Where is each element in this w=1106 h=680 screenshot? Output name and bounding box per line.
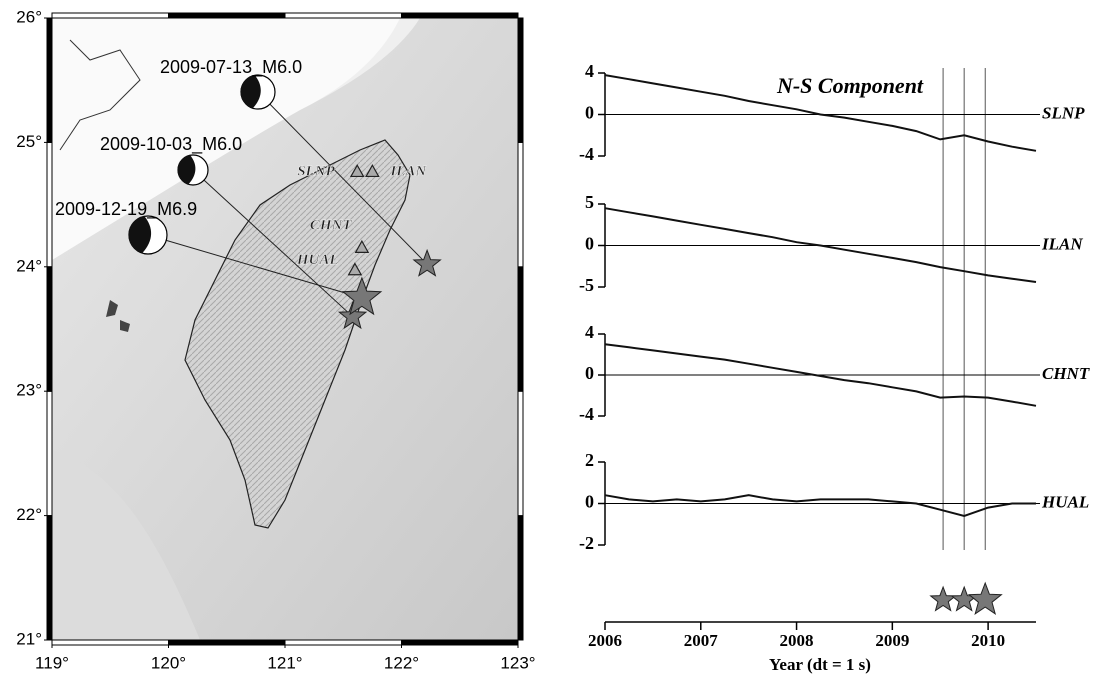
y-tick-label: -2 — [579, 533, 594, 553]
y-tick-label: 0 — [585, 492, 594, 512]
y-tick-label: 4 — [585, 61, 594, 81]
station — [354, 239, 370, 253]
connector — [147, 234, 363, 299]
x-tick-label: 2007 — [684, 631, 719, 650]
beachball-quadrant — [240, 75, 261, 109]
x-tick-label: 123° — [500, 653, 535, 672]
station — [349, 164, 365, 178]
epicenter — [337, 301, 368, 330]
frame-bar — [46, 17, 53, 143]
series-line — [604, 343, 1037, 407]
y-tick-label: 23° — [16, 381, 42, 400]
series-label: SLNP — [1042, 103, 1085, 122]
frame-bar — [284, 639, 402, 646]
y-tick-label: 26° — [16, 7, 42, 26]
frame-bar — [517, 141, 524, 268]
x-tick-label: 2006 — [588, 631, 622, 650]
map-background — [52, 18, 518, 640]
series-label: CHNT — [1042, 364, 1090, 383]
x-tick-label: 2009 — [875, 631, 909, 650]
connector — [257, 91, 428, 265]
event-star — [967, 581, 1003, 615]
y-tick-label: 0 — [585, 363, 594, 383]
y-tick-label: -4 — [579, 404, 594, 424]
y-tick-label: 21° — [16, 629, 42, 648]
x-tick-label: 120° — [151, 653, 186, 672]
station — [347, 262, 363, 276]
series-line — [604, 74, 1037, 152]
series-line — [604, 207, 1037, 283]
series-label: ILAN — [1041, 234, 1083, 253]
event-star — [950, 585, 978, 612]
series-label: HUAL — [1041, 492, 1089, 511]
epicenter — [341, 276, 383, 316]
connector — [192, 169, 353, 317]
event-star — [929, 585, 957, 612]
y-tick-label: 25° — [16, 132, 42, 151]
frame-bar — [168, 12, 286, 19]
frame-bar — [46, 266, 53, 392]
y-tick-label: 0 — [585, 103, 594, 123]
x-tick-label: 122° — [384, 653, 419, 672]
beachball-quadrant — [128, 216, 152, 254]
frame-bar — [51, 12, 169, 19]
frame-bar — [168, 639, 286, 646]
frame-bar — [401, 12, 519, 19]
station-label: CHNT — [310, 218, 353, 234]
event-label: 2009-12-19_M6.9 — [55, 199, 197, 220]
frame-bar — [517, 17, 524, 143]
frame-bar — [51, 639, 169, 646]
station-label: ILAN — [389, 164, 427, 180]
frame-bar — [284, 12, 402, 19]
y-tick-label: 5 — [585, 192, 594, 212]
event-label: 2009-07-13_M6.0 — [160, 57, 302, 78]
frame-bar — [517, 390, 524, 517]
y-tick-label: -5 — [579, 275, 594, 295]
frame-bar — [46, 515, 53, 641]
y-tick-label: 22° — [16, 505, 42, 524]
y-tick-label: 2 — [585, 450, 594, 470]
epicenter — [412, 248, 442, 277]
chart-title: N-S Component — [776, 73, 924, 98]
frame-bar — [46, 141, 53, 268]
station — [365, 164, 380, 178]
frame-bar — [517, 515, 524, 641]
y-tick-label: 24° — [16, 256, 42, 275]
frame-bar — [46, 390, 53, 517]
station-label: SLNP — [297, 164, 335, 180]
beachball-quadrant — [177, 155, 196, 185]
x-tick-label: 2010 — [971, 631, 1005, 650]
y-tick-label: 0 — [585, 234, 594, 254]
y-tick-label: 4 — [585, 322, 594, 342]
event-label: 2009-10-03_M6.0 — [100, 134, 242, 155]
station-label: HUAL — [296, 252, 339, 268]
x-tick-label: 121° — [267, 653, 302, 672]
frame-bar — [401, 639, 519, 646]
y-tick-label: -4 — [579, 144, 594, 164]
x-axis-label: Year (dt = 1 s) — [769, 655, 871, 674]
x-tick-label: 2008 — [780, 631, 814, 650]
frame-bar — [517, 266, 524, 392]
series-line — [604, 494, 1036, 518]
x-tick-label: 119° — [35, 653, 69, 672]
